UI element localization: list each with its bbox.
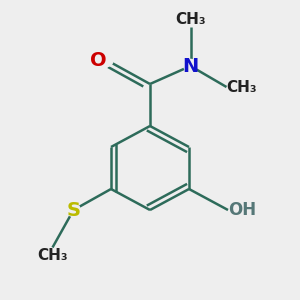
- Text: CH₃: CH₃: [226, 80, 257, 94]
- Circle shape: [100, 53, 113, 67]
- Text: CH₃: CH₃: [37, 248, 68, 262]
- Text: S: S: [67, 200, 80, 220]
- Text: N: N: [182, 56, 199, 76]
- Text: OH: OH: [228, 201, 256, 219]
- Text: CH₃: CH₃: [175, 12, 206, 27]
- Text: O: O: [90, 50, 106, 70]
- Circle shape: [67, 203, 80, 217]
- Circle shape: [184, 59, 197, 73]
